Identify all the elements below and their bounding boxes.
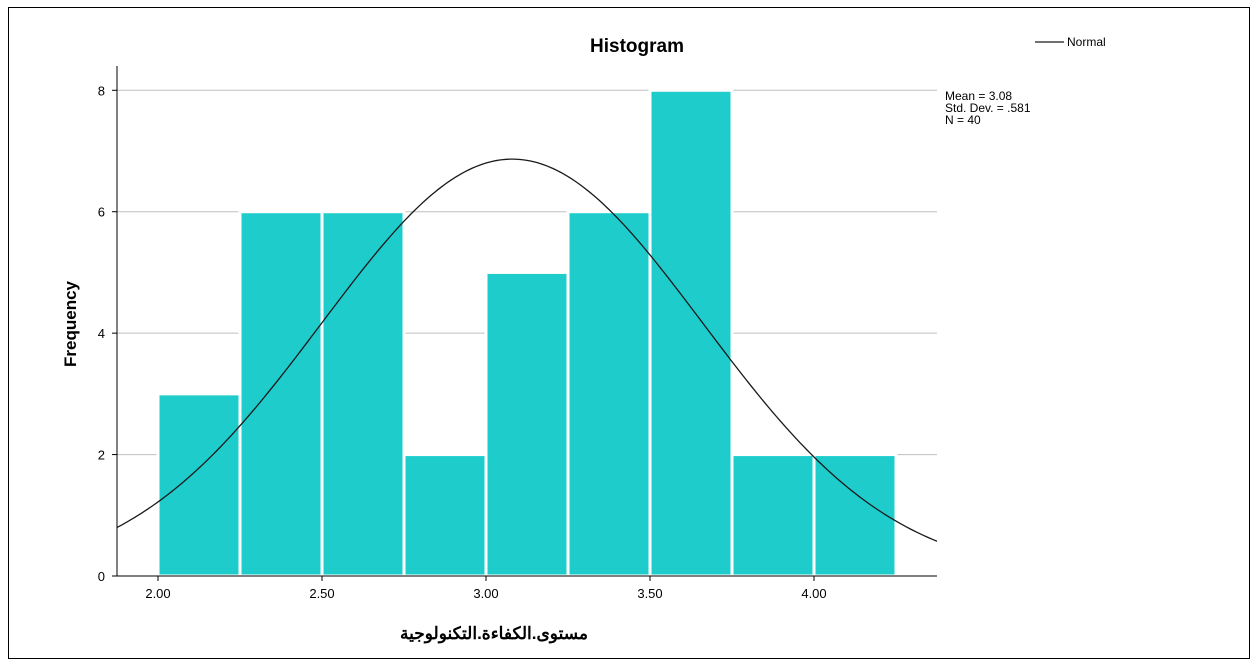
y-tick-label-0: 0 bbox=[98, 569, 105, 584]
axes bbox=[112, 66, 937, 581]
chart-title: Histogram bbox=[590, 36, 684, 57]
histogram-bar-1 bbox=[156, 392, 242, 578]
x-tick-label-2.00: 2.00 bbox=[145, 586, 170, 601]
histogram-bar-7 bbox=[648, 88, 734, 578]
histogram-bar-3 bbox=[320, 210, 406, 578]
histogram-bar-6 bbox=[566, 210, 652, 578]
y-axis-title: Frequency bbox=[61, 280, 80, 367]
x-tick-label-3.00: 3.00 bbox=[473, 586, 498, 601]
normal-curve bbox=[116, 158, 938, 542]
x-tick-label-3.50: 3.50 bbox=[637, 586, 662, 601]
chart-frame: 0 2 4 6 8 2.00 2.50 3.00 3.50 4.00 Histogram مستو… bbox=[8, 7, 1250, 659]
tick-labels: 0 2 4 6 8 2.00 2.50 3.00 3.50 4.00 bbox=[98, 83, 827, 601]
y-tick-label-4: 4 bbox=[98, 326, 105, 341]
histogram-bar-9 bbox=[812, 453, 898, 578]
y-tick-label-6: 6 bbox=[98, 205, 105, 220]
x-tick-label-4.00: 4.00 bbox=[801, 586, 826, 601]
histogram-bar-4 bbox=[402, 453, 488, 578]
histogram-chart: 0 2 4 6 8 2.00 2.50 3.00 3.50 4.00 Histogram مستو… bbox=[61, 35, 1106, 644]
stats-n: N = 40 bbox=[945, 113, 981, 127]
legend-normal-label: Normal bbox=[1067, 35, 1106, 49]
histogram-bar-5 bbox=[484, 270, 570, 578]
x-axis-title: مستوى.الكفاءة.التكنولوجية bbox=[400, 624, 588, 644]
histogram-bar-2 bbox=[238, 210, 324, 578]
normal-curve-group bbox=[116, 158, 938, 542]
y-tick-label-2: 2 bbox=[98, 448, 105, 463]
stats-mean: Mean = 3.08 bbox=[945, 89, 1012, 103]
y-tick-label-8: 8 bbox=[98, 83, 105, 98]
histogram-bar-8 bbox=[730, 453, 816, 578]
stats-std-dev: Std. Dev. = .581 bbox=[945, 101, 1031, 115]
x-tick-label-2.50: 2.50 bbox=[309, 586, 334, 601]
